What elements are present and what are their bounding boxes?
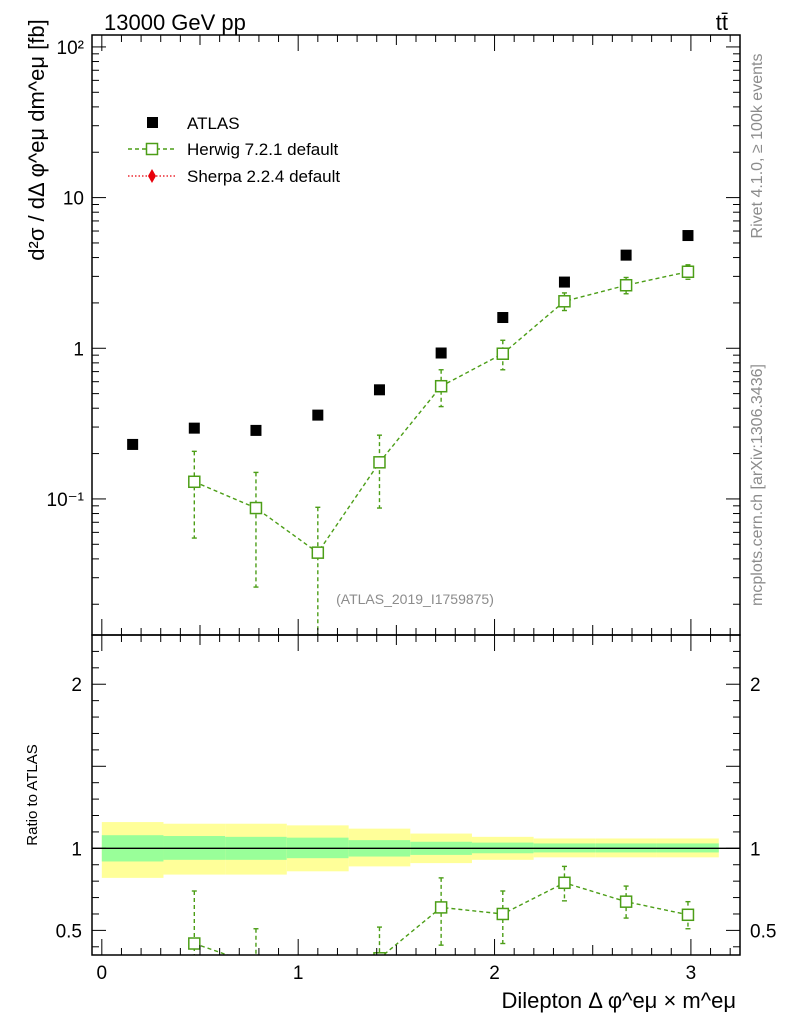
mcplots-label: mcplots.cern.ch [arXiv:1306.3436] bbox=[749, 364, 766, 606]
herwig-ratio-point bbox=[373, 952, 386, 955]
energy-label: 13000 GeV pp bbox=[104, 10, 246, 35]
bottom-y-tick-label: 0.5 bbox=[56, 921, 82, 942]
bottom-y-tick-label-right: 0.5 bbox=[750, 921, 776, 942]
rivet-label: Rivet 4.1.0, ≥ 100k events bbox=[749, 54, 766, 239]
analysis-id: (ATLAS_2019_I1759875) bbox=[336, 591, 494, 607]
atlas-point bbox=[682, 230, 694, 242]
bottom-y-tick-label: 1 bbox=[71, 839, 82, 860]
x-tick-label: 1 bbox=[293, 963, 304, 984]
top-panel-data bbox=[127, 230, 695, 635]
herwig-point bbox=[249, 501, 263, 515]
herwig-ratio-point bbox=[496, 907, 510, 921]
top-y-tick-label: 10 bbox=[63, 189, 84, 210]
panel-frames: 10⁻¹ 1 10 10² 0.5 0.5 1 1 2 2 0 1 2 3 bbox=[47, 34, 776, 984]
atlas-point bbox=[497, 312, 509, 324]
herwig-point bbox=[188, 475, 201, 489]
atlas-point bbox=[127, 438, 139, 450]
herwig-point bbox=[373, 456, 386, 469]
herwig-ratio-point bbox=[434, 901, 448, 914]
legend-marker-sherpa bbox=[148, 169, 156, 183]
legend: ATLAS Herwig 7.2.1 default Sherpa 2.2.4 … bbox=[128, 114, 340, 186]
atlas-point bbox=[250, 424, 262, 436]
herwig-point bbox=[619, 278, 633, 292]
x-tick-label: 2 bbox=[489, 963, 500, 984]
herwig-point bbox=[681, 265, 695, 278]
top-y-tick-label: 10² bbox=[57, 38, 84, 59]
y-axis-label-top: d²σ / dΔ φ^eμ dm^eμ [fb] bbox=[24, 19, 49, 260]
atlas-point bbox=[558, 276, 570, 288]
y-axis-label-bottom: Ratio to ATLAS bbox=[24, 744, 41, 845]
ratio-bands bbox=[101, 822, 719, 878]
atlas-point bbox=[312, 409, 324, 421]
herwig-line bbox=[194, 271, 689, 554]
herwig-point bbox=[558, 295, 571, 308]
top-y-tick-label: 1 bbox=[73, 339, 84, 360]
legend-label-sherpa: Sherpa 2.2.4 default bbox=[187, 167, 340, 186]
x-axis-label: Dilepton Δ φ^eμ × m^eμ bbox=[501, 988, 736, 1013]
atlas-point bbox=[620, 249, 632, 261]
herwig-point bbox=[496, 347, 510, 360]
legend-label-atlas: ATLAS bbox=[187, 114, 240, 133]
top-y-tick-label: 10⁻¹ bbox=[47, 490, 85, 511]
herwig-ratio-point bbox=[250, 959, 261, 970]
herwig-point bbox=[434, 379, 448, 393]
herwig-point bbox=[311, 546, 325, 559]
herwig-ratio-point bbox=[619, 895, 633, 908]
atlas-point bbox=[188, 422, 200, 434]
legend-marker-atlas bbox=[147, 117, 158, 128]
atlas-point bbox=[435, 347, 447, 359]
process-label: tt̄ bbox=[716, 10, 728, 35]
x-tick-label: 0 bbox=[97, 963, 108, 984]
legend-label-herwig: Herwig 7.2.1 default bbox=[187, 140, 338, 159]
legend-marker-herwig bbox=[145, 142, 159, 156]
bottom-panel bbox=[92, 847, 740, 998]
atlas-point bbox=[373, 384, 385, 396]
bottom-y-tick-label: 2 bbox=[71, 675, 82, 696]
herwig-ratio-point bbox=[558, 876, 571, 890]
bottom-y-tick-label-right: 2 bbox=[750, 675, 761, 696]
herwig-ratio-point bbox=[312, 987, 323, 998]
herwig-ratio-point bbox=[188, 937, 201, 950]
bottom-y-tick-label-right: 1 bbox=[750, 839, 761, 860]
x-tick-label: 3 bbox=[686, 963, 697, 984]
herwig-ratio-point bbox=[681, 908, 695, 922]
bottom-panel-frame bbox=[91, 634, 741, 956]
